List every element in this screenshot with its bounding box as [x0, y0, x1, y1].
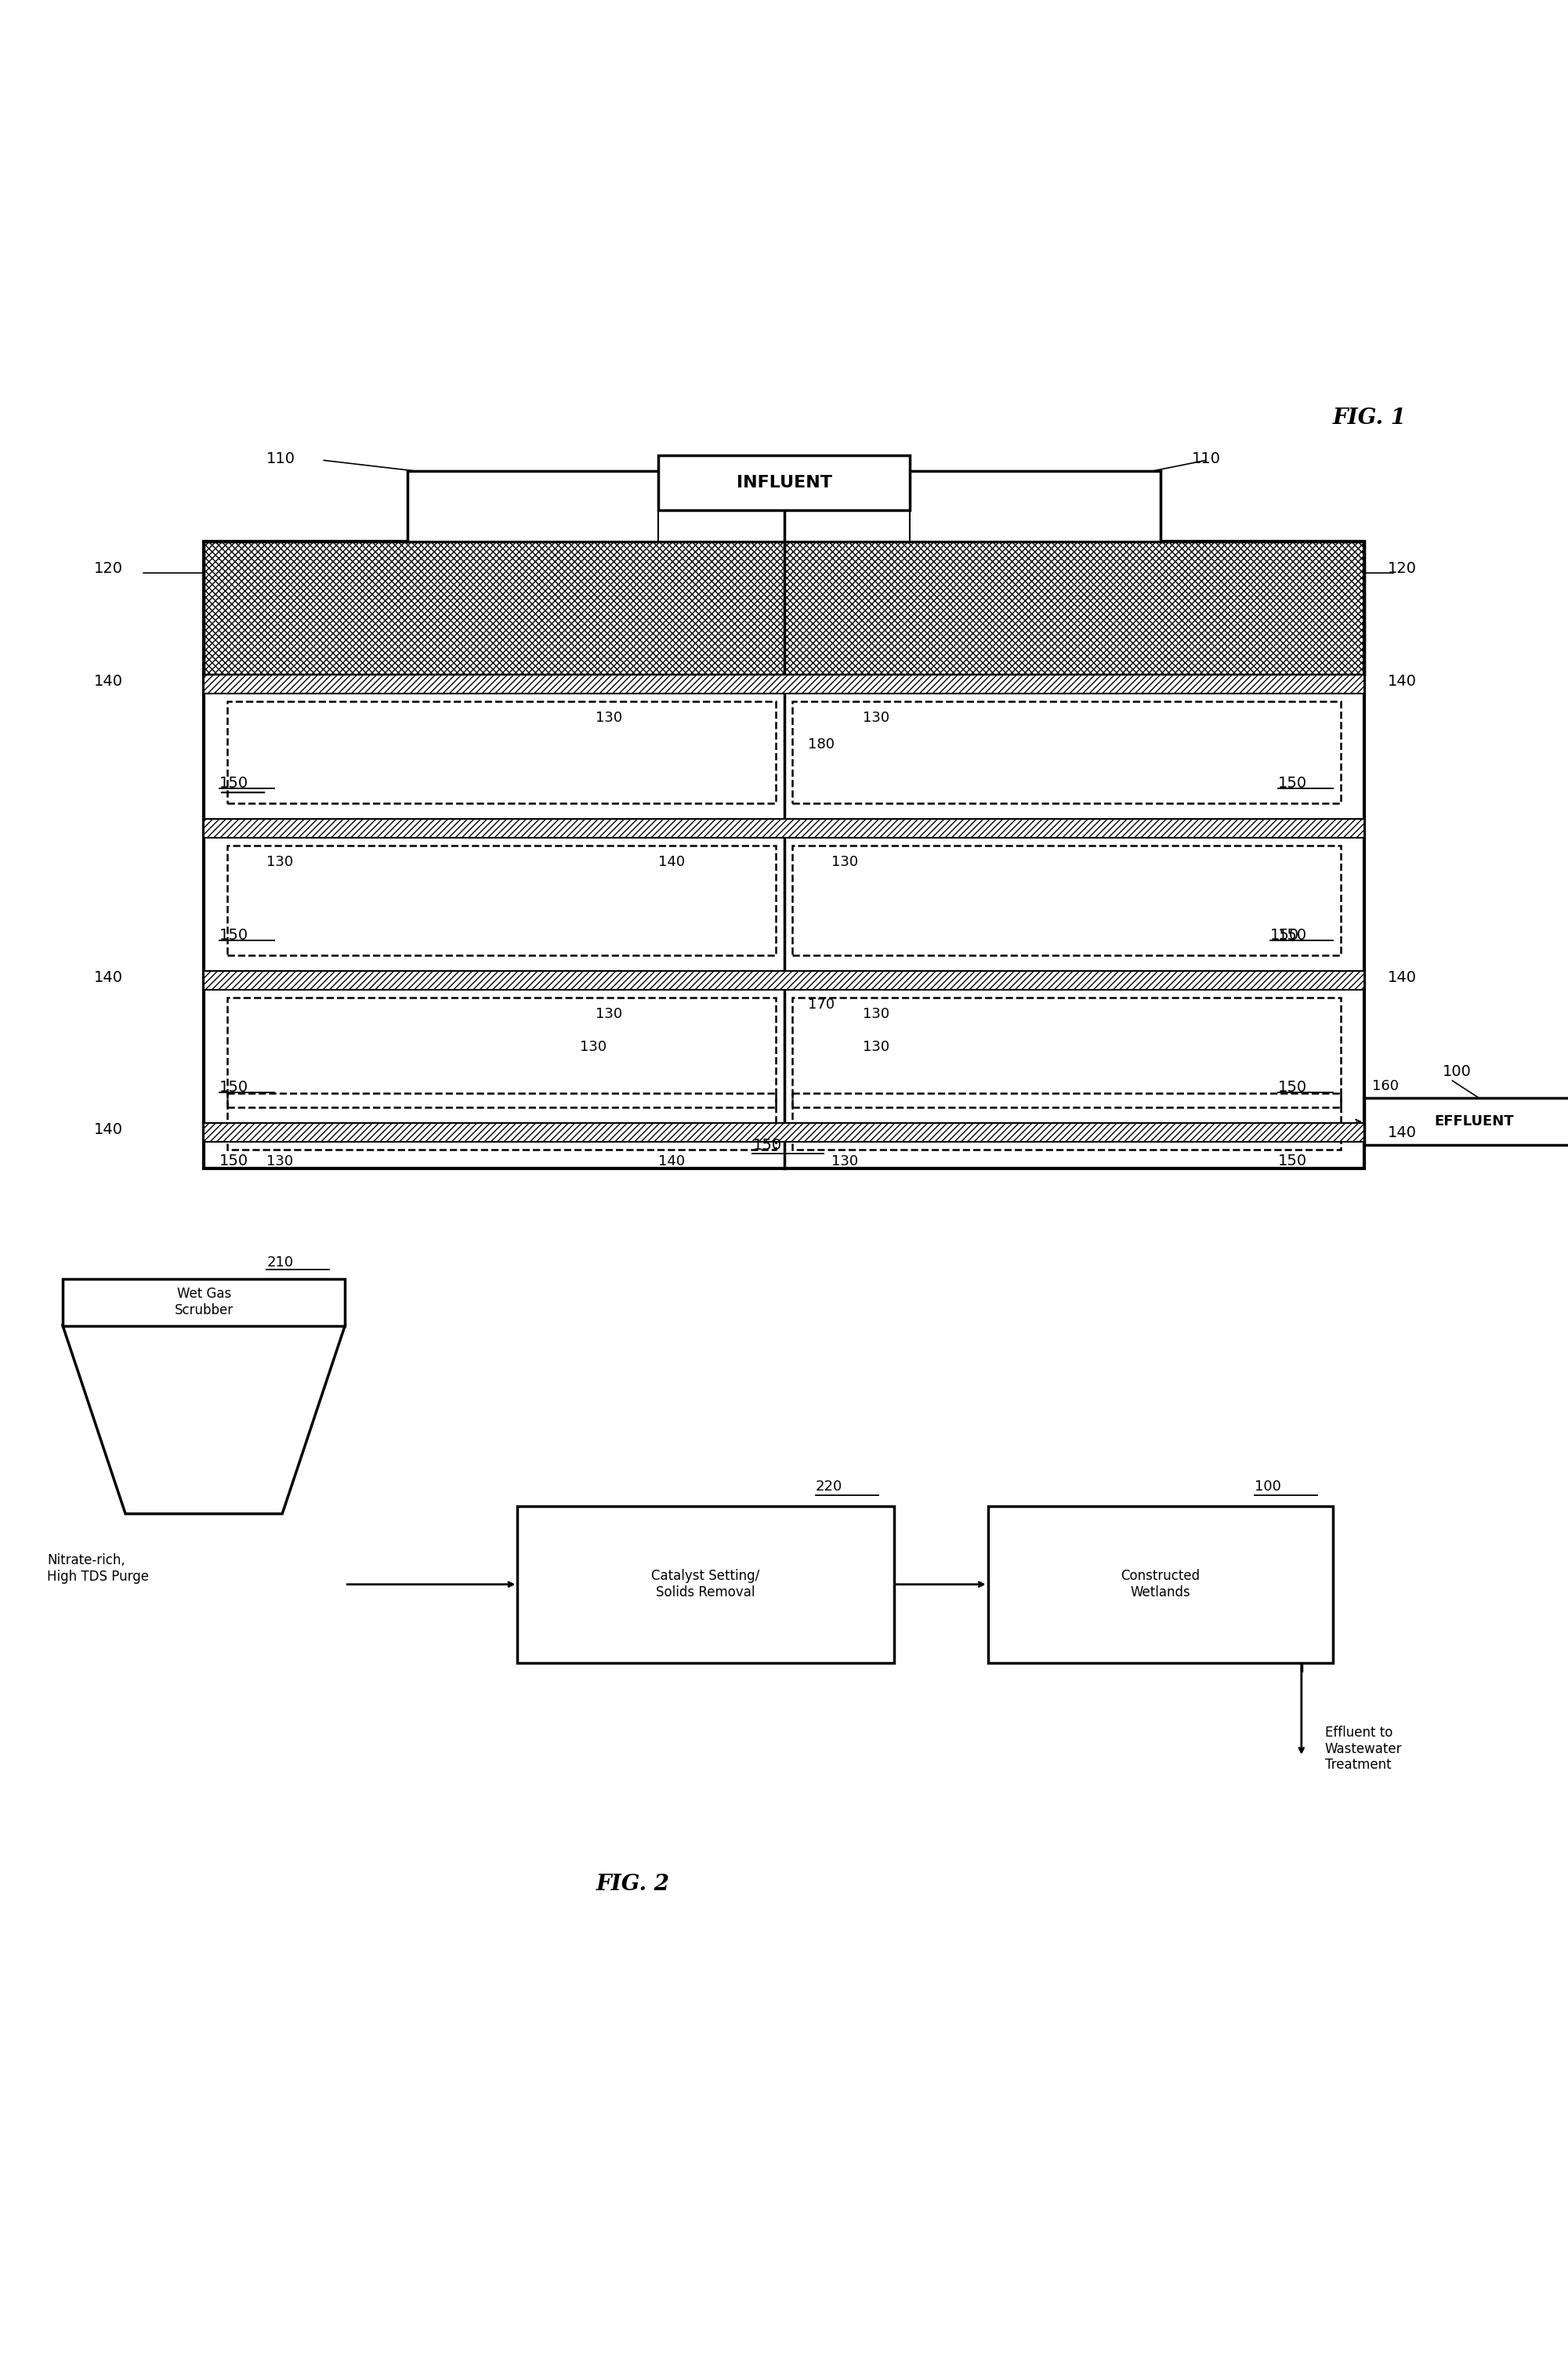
- Text: Wet Gas
Scrubber: Wet Gas Scrubber: [174, 1286, 234, 1317]
- Text: Catalyst Setting/
Solids Removal: Catalyst Setting/ Solids Removal: [651, 1568, 760, 1599]
- Text: 130: 130: [596, 1007, 622, 1021]
- Text: 120: 120: [1388, 561, 1416, 576]
- Text: 180: 180: [808, 737, 834, 751]
- Bar: [988, 1507, 1333, 1663]
- Bar: [227, 997, 776, 1109]
- Bar: [63, 1279, 345, 1327]
- Bar: [204, 1123, 1364, 1142]
- Text: Effluent to
Wastewater
Treatment: Effluent to Wastewater Treatment: [1325, 1725, 1402, 1772]
- Text: 150: 150: [1278, 929, 1308, 943]
- Bar: [204, 971, 1364, 990]
- Bar: [227, 1094, 776, 1149]
- Bar: [204, 543, 1364, 675]
- Text: FIG. 2: FIG. 2: [596, 1874, 670, 1895]
- Text: 130: 130: [267, 1154, 293, 1168]
- Text: 150: 150: [1270, 929, 1300, 943]
- Text: 130: 130: [580, 1040, 607, 1054]
- Text: 150: 150: [1278, 1080, 1308, 1094]
- Text: 150: 150: [220, 1154, 249, 1168]
- Text: FIG. 1: FIG. 1: [1333, 407, 1406, 429]
- Text: 140: 140: [94, 675, 122, 689]
- Bar: [227, 701, 776, 803]
- Text: 130: 130: [267, 855, 293, 869]
- Text: 150: 150: [220, 929, 249, 943]
- Bar: [1364, 1099, 1568, 1144]
- Text: Nitrate-rich,
High TDS Purge: Nitrate-rich, High TDS Purge: [47, 1554, 149, 1582]
- Bar: [408, 471, 659, 543]
- Bar: [204, 675, 1364, 694]
- Text: 130: 130: [831, 1154, 858, 1168]
- Text: 170: 170: [808, 997, 834, 1012]
- Polygon shape: [63, 1327, 345, 1514]
- Bar: [792, 701, 1341, 803]
- Text: 150: 150: [220, 1080, 249, 1094]
- Text: 140: 140: [659, 1154, 685, 1168]
- Text: 210: 210: [267, 1256, 293, 1270]
- Text: EFFLUENT: EFFLUENT: [1435, 1116, 1513, 1130]
- Text: INFLUENT: INFLUENT: [737, 474, 831, 490]
- Bar: [792, 1094, 1341, 1149]
- Text: 130: 130: [831, 855, 858, 869]
- Bar: [204, 820, 1364, 839]
- Text: 140: 140: [1388, 1125, 1416, 1139]
- Text: 130: 130: [862, 1007, 889, 1021]
- Text: 150: 150: [220, 777, 249, 791]
- Text: 100: 100: [1443, 1064, 1471, 1080]
- Text: 220: 220: [815, 1478, 842, 1492]
- Bar: [517, 1507, 894, 1663]
- Text: 110: 110: [267, 452, 295, 467]
- Text: 140: 140: [94, 971, 122, 986]
- Text: 120: 120: [94, 561, 122, 576]
- Text: 140: 140: [659, 855, 685, 869]
- Text: 150: 150: [753, 1137, 782, 1154]
- Text: 140: 140: [1388, 971, 1416, 986]
- Text: 160: 160: [1372, 1080, 1399, 1094]
- Bar: [909, 471, 1160, 543]
- Bar: [227, 846, 776, 955]
- Bar: [792, 997, 1341, 1109]
- Text: 130: 130: [596, 711, 622, 725]
- Bar: [204, 543, 1364, 1168]
- Text: 140: 140: [94, 1123, 122, 1137]
- Bar: [659, 471, 909, 543]
- Text: 150: 150: [1278, 777, 1308, 791]
- Text: Constructed
Wetlands: Constructed Wetlands: [1121, 1568, 1200, 1599]
- Text: 130: 130: [862, 1040, 889, 1054]
- Bar: [792, 846, 1341, 955]
- Text: 110: 110: [1192, 452, 1220, 467]
- Text: 140: 140: [1388, 675, 1416, 689]
- Bar: [659, 455, 909, 509]
- Text: 100: 100: [1254, 1478, 1281, 1492]
- Text: 150: 150: [1278, 1154, 1308, 1168]
- Text: 130: 130: [862, 711, 889, 725]
